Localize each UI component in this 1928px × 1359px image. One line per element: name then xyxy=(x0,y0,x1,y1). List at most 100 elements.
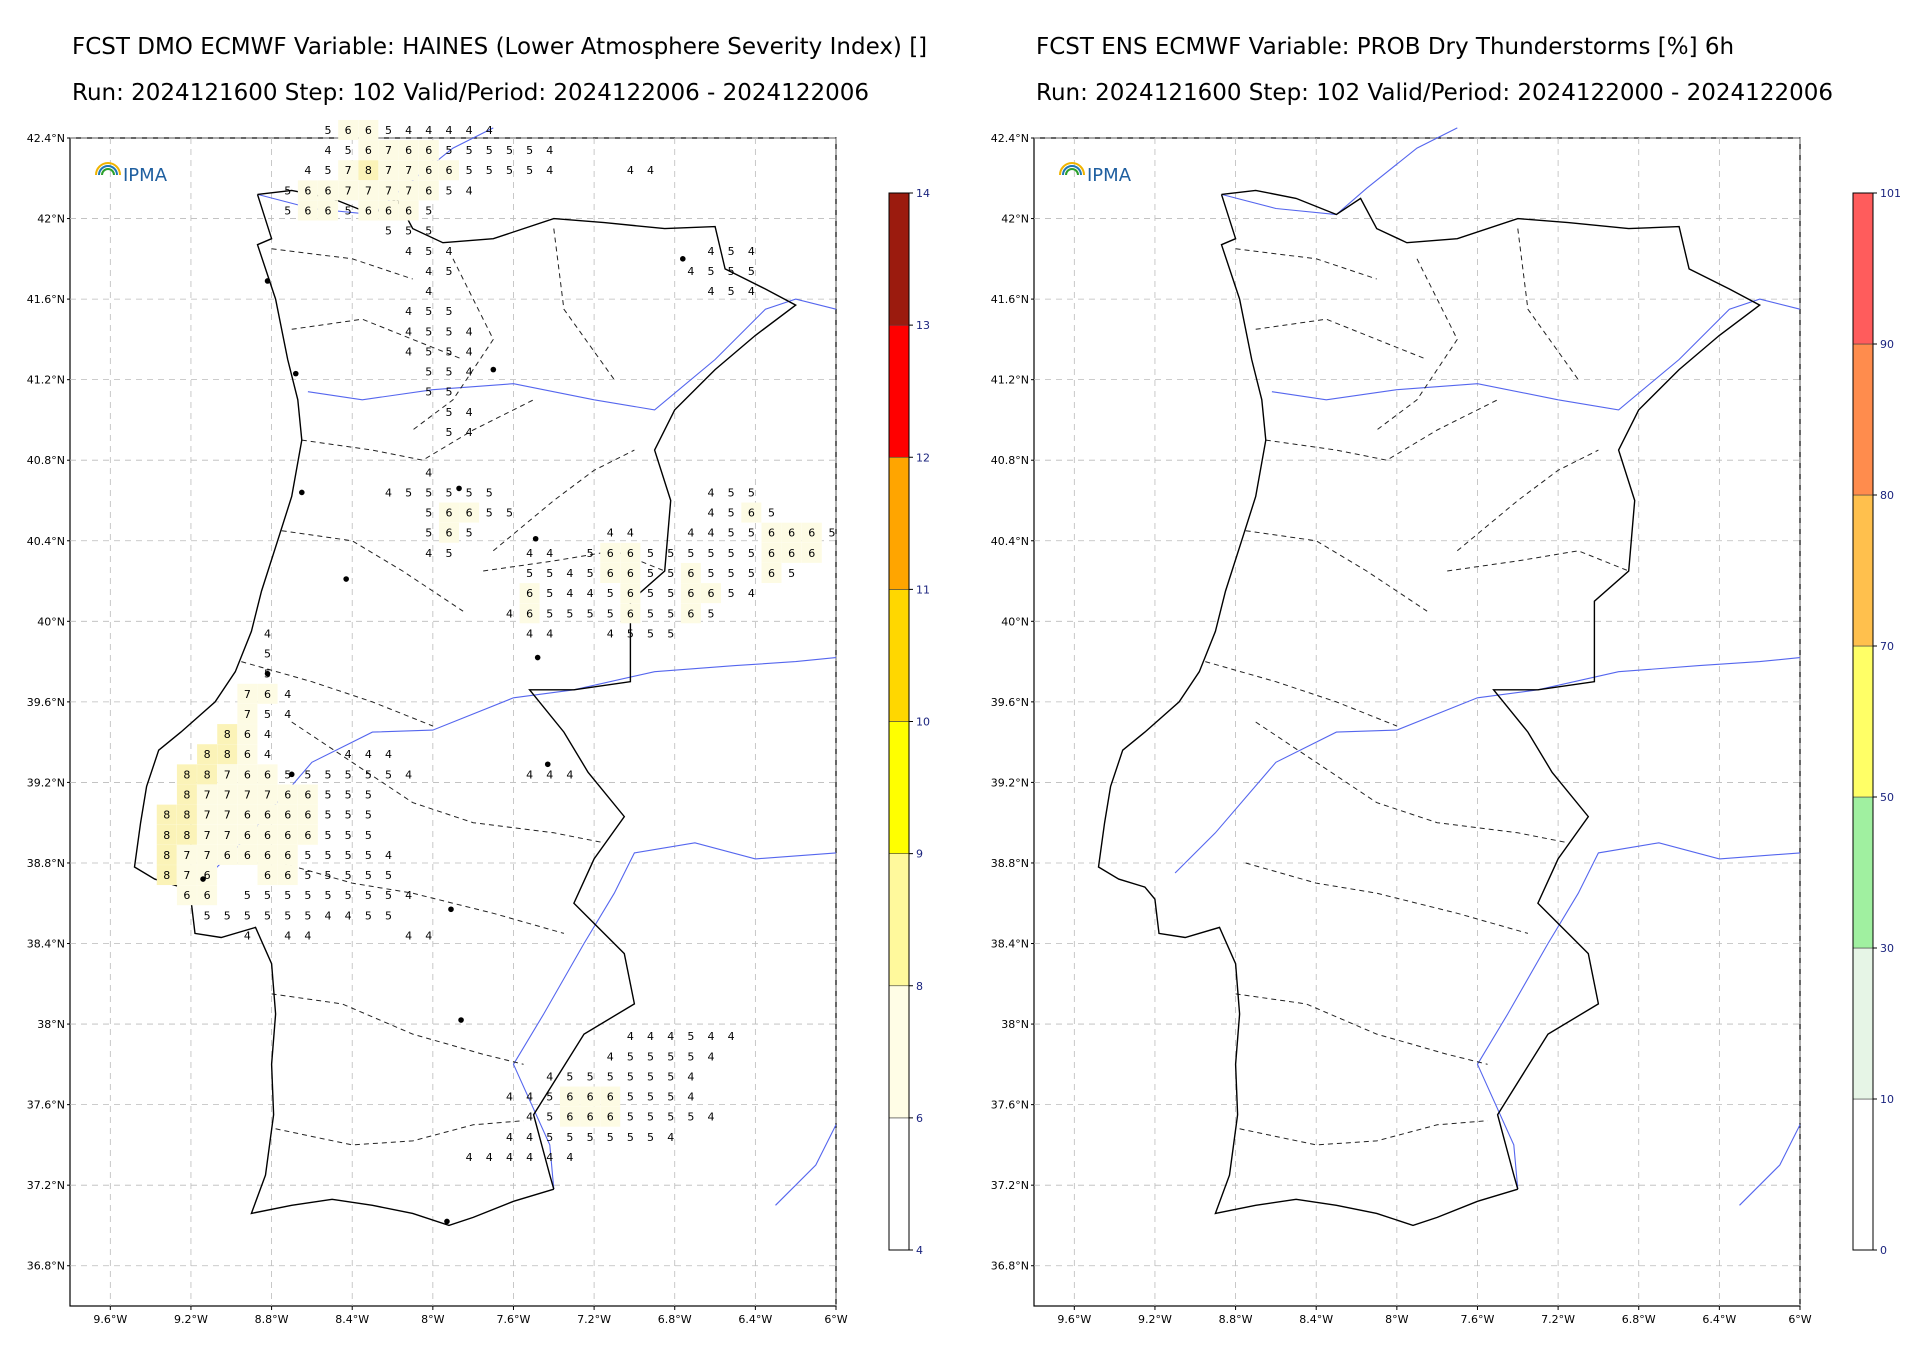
colorbar-segment xyxy=(888,589,910,722)
ipma-logo: IPMA xyxy=(1059,162,1132,186)
lat-tick-label: 40.4°N xyxy=(27,535,65,548)
lat-tick-label: 41.6°N xyxy=(991,293,1029,306)
haines-value: 5 xyxy=(687,547,694,560)
haines-value: 6 xyxy=(365,144,372,157)
haines-value: 5 xyxy=(687,1030,694,1043)
haines-shading xyxy=(237,764,258,785)
haines-value: 5 xyxy=(425,386,432,399)
river-line xyxy=(307,298,837,411)
haines-shading xyxy=(237,744,258,765)
haines-value: 4 xyxy=(748,587,755,600)
haines-value: 8 xyxy=(163,849,170,862)
haines-map: 42.4°N 42°N 41.6°N 41.2°N 40.8°N 40.4°N 40°N 39… xyxy=(27,119,930,1326)
haines-shading xyxy=(277,824,298,845)
haines-value: 4 xyxy=(365,748,372,761)
lat-tick-label: 37.6°N xyxy=(991,1099,1029,1112)
haines-value: 6 xyxy=(405,144,412,157)
lat-tick-label: 41.6°N xyxy=(27,293,65,306)
haines-value: 6 xyxy=(566,1111,573,1124)
haines-value: 6 xyxy=(244,748,251,761)
haines-value: 6 xyxy=(325,184,332,197)
haines-value: 4 xyxy=(667,1030,674,1043)
haines-value: 7 xyxy=(405,164,412,177)
district-boundary xyxy=(492,449,635,552)
haines-value: 4 xyxy=(708,245,715,258)
logo-arc xyxy=(1059,162,1085,176)
haines-value: 7 xyxy=(204,829,211,842)
haines-value: 5 xyxy=(325,164,332,177)
colorbar-segment xyxy=(888,721,910,854)
haines-value: 6 xyxy=(304,788,311,801)
colorbar-segment xyxy=(888,324,910,458)
district-boundary xyxy=(1205,661,1397,727)
lat-tick-label: 41.2°N xyxy=(27,374,65,387)
haines-value: 5 xyxy=(728,587,735,600)
haines-value: 5 xyxy=(607,1131,614,1144)
haines-value: 4 xyxy=(405,768,412,781)
haines-value: 5 xyxy=(828,527,835,540)
haines-shading xyxy=(297,180,318,201)
haines-value: 5 xyxy=(224,909,231,922)
haines-shading xyxy=(156,804,177,825)
haines-value: 5 xyxy=(647,1131,654,1144)
haines-value: 6 xyxy=(345,124,352,137)
haines-value: 4 xyxy=(506,1091,513,1104)
haines-value: 6 xyxy=(808,527,815,540)
dry-thunderstorm-map: 42.4°N 42°N 41.6°N 41.2°N 40.8°N 40.4°N 40°N 39… xyxy=(991,127,1901,1326)
haines-value: 5 xyxy=(445,366,452,379)
haines-value: 4 xyxy=(627,527,634,540)
haines-shading xyxy=(257,865,278,886)
city-marker xyxy=(444,1218,450,1225)
district-boundary xyxy=(281,862,565,934)
haines-value: 6 xyxy=(183,889,190,902)
haines-value: 6 xyxy=(244,829,251,842)
lat-tick-label: 39.6°N xyxy=(27,696,65,709)
haines-value: 4 xyxy=(546,144,553,157)
haines-value: 5 xyxy=(708,547,715,560)
haines-shading xyxy=(297,784,318,805)
haines-value: 4 xyxy=(284,929,291,942)
haines-value: 5 xyxy=(587,1131,594,1144)
haines-shading xyxy=(398,140,419,161)
haines-value: 4 xyxy=(526,627,533,640)
city-marker xyxy=(343,576,349,582)
haines-value: 4 xyxy=(546,1151,553,1164)
haines-value: 5 xyxy=(647,607,654,620)
haines-shading xyxy=(378,200,399,221)
haines-value: 5 xyxy=(768,507,775,520)
district-boundary xyxy=(1376,258,1458,431)
haines-value: 6 xyxy=(284,829,291,842)
haines-value: 5 xyxy=(466,144,473,157)
haines-shading xyxy=(197,804,218,825)
haines-value: 5 xyxy=(264,889,271,902)
haines-value: 5 xyxy=(304,909,311,922)
haines-value: 6 xyxy=(526,587,533,600)
haines-value: 4 xyxy=(486,124,493,137)
haines-value: 5 xyxy=(647,1111,654,1124)
haines-shading xyxy=(358,200,379,221)
haines-value: 4 xyxy=(566,567,573,580)
haines-shading xyxy=(600,1086,621,1107)
lon-tick-label: 7.2°W xyxy=(577,1313,611,1326)
haines-value: 4 xyxy=(708,1030,715,1043)
haines-shading xyxy=(176,804,197,825)
haines-shading xyxy=(176,885,197,906)
haines-value: 5 xyxy=(204,909,211,922)
haines-value: 5 xyxy=(748,486,755,499)
haines-value: 6 xyxy=(566,1091,573,1104)
haines-value: 4 xyxy=(425,285,432,298)
lat-tick-label: 37.6°N xyxy=(27,1099,65,1112)
haines-value: 5 xyxy=(667,1091,674,1104)
lon-tick-label: 7.2°W xyxy=(1541,1313,1575,1326)
haines-value: 5 xyxy=(304,889,311,902)
river-line xyxy=(1221,127,1458,216)
haines-value: 7 xyxy=(224,809,231,822)
haines-value: 5 xyxy=(365,788,372,801)
haines-value: 5 xyxy=(425,366,432,379)
haines-value: 6 xyxy=(325,204,332,217)
district-boundary xyxy=(483,550,665,572)
colorbar-tick-label: 12 xyxy=(916,451,930,464)
haines-shading xyxy=(318,200,339,221)
haines-value: 5 xyxy=(486,507,493,520)
haines-value: 5 xyxy=(385,124,392,137)
